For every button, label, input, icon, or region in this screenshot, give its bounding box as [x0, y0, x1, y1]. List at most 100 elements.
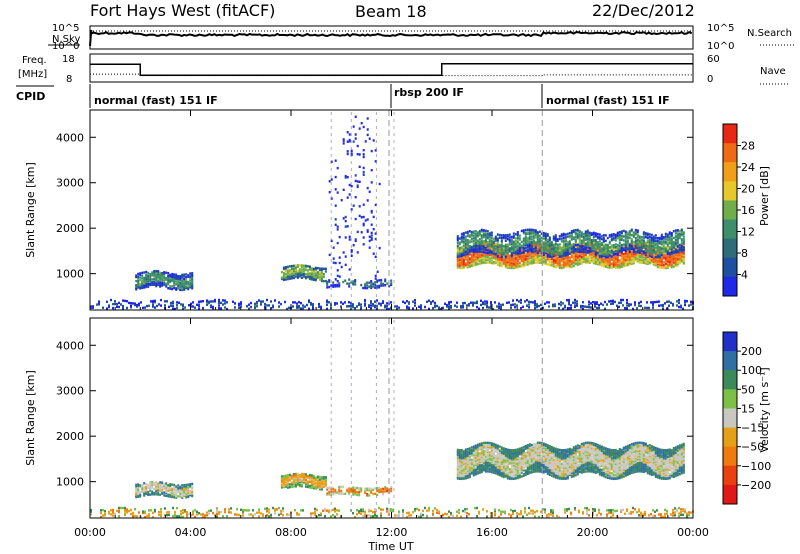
scatter-cell: [139, 284, 142, 287]
scatter-cell: [141, 489, 144, 492]
scatter-cell: [112, 306, 114, 310]
scatter-cell: [292, 274, 295, 277]
scatter-cell: [364, 140, 367, 143]
scatter-cell: [572, 248, 575, 251]
scatter-cell: [470, 454, 473, 457]
scatter-cell: [488, 454, 491, 457]
scatter-cell: [678, 236, 681, 240]
scatter-cell: [384, 306, 386, 309]
scatter-cell: [326, 492, 329, 495]
scatter-cell: [510, 470, 513, 474]
scatter-cell: [634, 242, 637, 245]
scatter-cell: [600, 243, 603, 246]
scatter-cell: [534, 244, 537, 247]
scatter-cell: [154, 301, 156, 304]
scatter-cell: [502, 475, 505, 479]
scatter-cell: [472, 264, 475, 267]
scatter-cell: [596, 252, 599, 255]
scatter-cell: [498, 257, 501, 260]
scatter-cell: [532, 301, 534, 304]
scatter-cell: [492, 467, 495, 470]
scatter-cell: [596, 258, 599, 262]
scatter-cell: [680, 247, 683, 250]
scatter-cell: [167, 281, 170, 284]
scatter-cell: [562, 266, 565, 270]
scatter-cell: [456, 254, 459, 257]
scatter-cell: [542, 260, 545, 264]
scatter-cell: [396, 308, 398, 311]
scatter-cell: [546, 234, 549, 237]
scatter-cell: [344, 301, 346, 304]
scatter-cell: [460, 264, 463, 267]
scatter-cell: [143, 282, 146, 285]
scatter-cell: [320, 476, 323, 479]
scatter-cell: [584, 253, 587, 256]
scatter-cell: [626, 304, 628, 307]
scatter-cell: [538, 249, 541, 252]
scatter-cell: [122, 307, 124, 310]
scatter-cell: [662, 251, 665, 254]
scatter-cell: [596, 232, 599, 236]
scatter-cell: [602, 249, 605, 252]
scatter-cell: [149, 493, 152, 496]
scatter-cell: [476, 451, 479, 455]
scatter-cell: [456, 247, 459, 250]
scatter-cell: [566, 246, 569, 249]
scatter-cell: [282, 481, 285, 485]
scatter-cell: [318, 271, 321, 274]
scatter-cell: [318, 485, 321, 488]
scatter-cell: [462, 266, 465, 270]
scatter-cell: [484, 248, 487, 251]
scatter-cell: [652, 235, 655, 238]
scatter-cell: [622, 259, 625, 262]
scatter-cell: [155, 483, 158, 486]
scatter-cell: [474, 236, 477, 240]
scatter-cell: [478, 459, 481, 462]
scatter-cell: [524, 239, 527, 243]
scatter-cell: [680, 228, 683, 231]
scatter-cell: [374, 283, 377, 287]
scatter-cell: [658, 258, 661, 261]
scatter-cell: [92, 306, 94, 309]
scatter-cell: [304, 478, 307, 482]
scatter-cell: [472, 230, 475, 233]
scatter-cell: [482, 450, 485, 453]
scatter-cell: [98, 300, 100, 303]
scatter-cell: [432, 306, 434, 310]
scatter-cell: [408, 307, 410, 311]
scatter-cell: [288, 483, 291, 486]
scatter-cell: [578, 229, 581, 233]
scatter-cell: [588, 232, 591, 236]
scatter-cell: [562, 240, 565, 244]
scatter-cell: [302, 474, 305, 477]
scatter-cell: [141, 286, 144, 290]
scatter-cell: [560, 264, 563, 267]
scatter-cell: [618, 305, 620, 309]
scatter-cell: [682, 249, 685, 252]
scatter-cell: [470, 255, 473, 258]
scatter-cell: [614, 239, 617, 242]
scatter-cell: [496, 447, 499, 450]
scatter-cell: [510, 469, 513, 472]
scatter-cell: [490, 459, 493, 463]
scatter-cell: [316, 485, 319, 488]
scatter-cell: [606, 243, 609, 247]
scatter-cell: [498, 256, 501, 259]
scatter-cell: [496, 445, 499, 449]
scatter-cell: [137, 282, 140, 285]
scatter-cell: [340, 485, 343, 489]
scatter-cell: [680, 306, 682, 309]
scatter-cell: [526, 257, 529, 261]
scatter-cell: [572, 245, 575, 249]
scatter-cell: [159, 481, 162, 484]
scatter-cell: [594, 254, 597, 257]
scatter-cell: [544, 243, 547, 246]
scatter-cell: [183, 285, 186, 289]
scatter-cell: [464, 452, 467, 455]
scatter-cell: [676, 249, 679, 252]
scatter-cell: [500, 239, 503, 242]
scatter-cell: [474, 245, 477, 248]
scatter-cell: [270, 300, 272, 303]
scatter-cell: [580, 262, 583, 265]
scatter-cell: [308, 299, 310, 302]
